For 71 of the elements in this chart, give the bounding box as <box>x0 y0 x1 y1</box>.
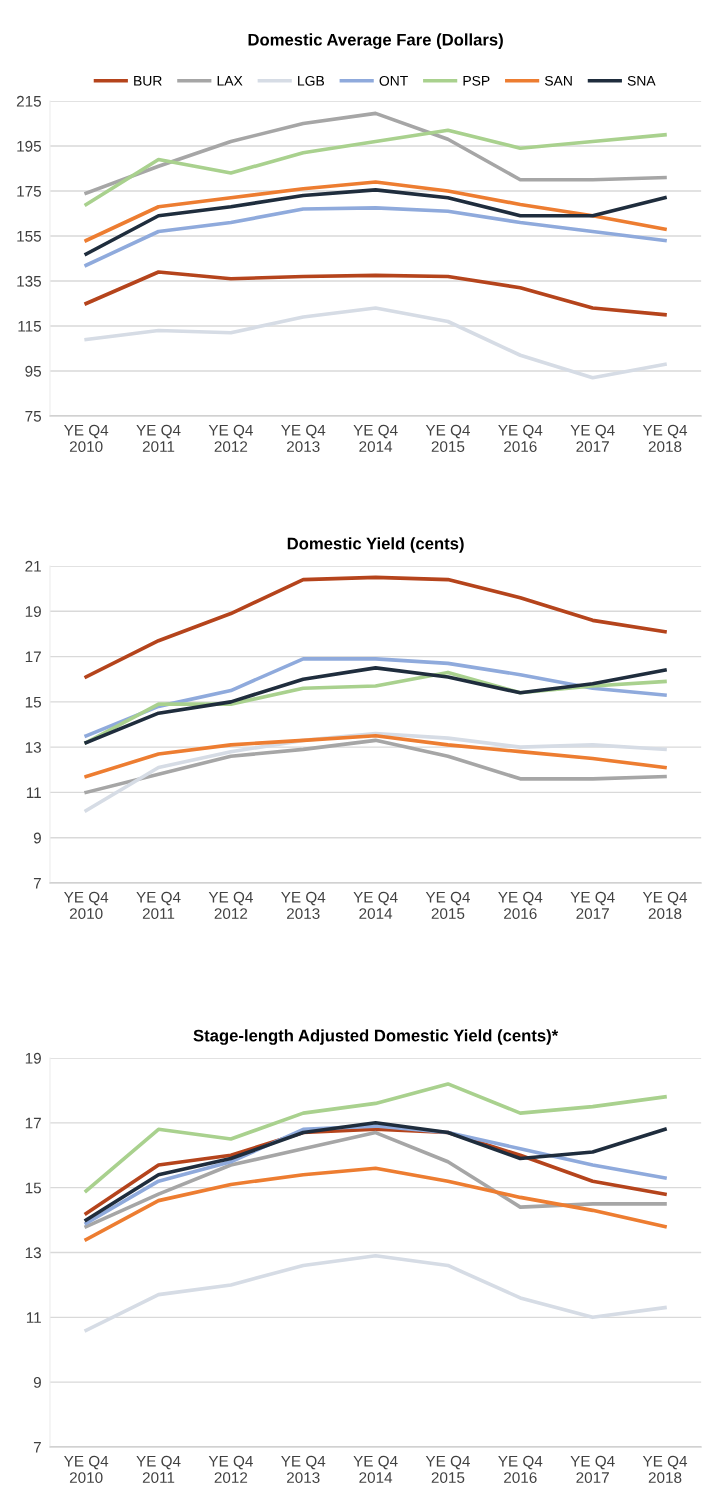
x-tick-label: YE Q4 2017 <box>570 424 615 453</box>
x-tick-label: YE Q4 2013 <box>281 424 326 453</box>
x-tick-label: YE Q4 2011 <box>136 891 181 920</box>
chart-title: Domestic Yield (cents) <box>287 537 464 553</box>
y-tick-label: 175 <box>17 186 42 197</box>
y-tick-label: 17 <box>25 651 41 663</box>
line-series <box>84 1166 667 1242</box>
y-tick-label: 21 <box>25 560 41 572</box>
legend-label: SAN <box>544 75 572 86</box>
x-tick-label: YE Q4 2014 <box>353 424 398 453</box>
line-series <box>84 734 667 779</box>
x-tick-label: YE Q4 2014 <box>353 1455 398 1484</box>
line-series <box>84 1082 667 1193</box>
y-tick-label: 9 <box>33 832 41 844</box>
line-series <box>84 128 667 207</box>
x-tick-label: YE Q4 2012 <box>208 424 253 453</box>
y-tick-label: 11 <box>26 787 41 798</box>
x-tick-label: YE Q4 2010 <box>64 1455 109 1484</box>
y-tick-label: 155 <box>17 231 42 242</box>
legend-label: LAX <box>217 76 243 86</box>
line-series <box>84 111 667 196</box>
x-tick-label: YE Q4 2011 <box>136 1455 181 1484</box>
x-tick-label: YE Q4 2017 <box>570 891 615 920</box>
y-tick-label: 215 <box>16 95 42 107</box>
y-tick-label: 95 <box>25 365 42 377</box>
y-tick-label: 7 <box>33 878 41 889</box>
x-tick-label: YE Q4 2015 <box>425 424 470 453</box>
chart-title: Domestic Average Fare (Dollars) <box>248 33 503 49</box>
x-tick-label: YE Q4 2010 <box>64 891 109 920</box>
legend-label: SNA <box>627 75 656 86</box>
y-tick-label: 19 <box>25 606 41 617</box>
x-tick-label: YE Q4 2013 <box>281 1455 326 1484</box>
y-tick-label: 11 <box>26 1312 41 1323</box>
y-tick-label: 9 <box>33 1377 41 1388</box>
x-tick-label: YE Q4 2013 <box>281 891 326 920</box>
x-tick-label: YE Q4 2014 <box>353 891 398 920</box>
x-tick-label: YE Q4 2010 <box>64 424 109 453</box>
x-tick-label: YE Q4 2018 <box>642 1455 688 1484</box>
chart-title: Stage-length Adjusted Domestic Yield (cents)* <box>193 1029 559 1045</box>
x-tick-label: YE Q4 2011 <box>136 424 181 453</box>
x-tick-label: YE Q4 2016 <box>498 1455 543 1484</box>
x-tick-label: YE Q4 2017 <box>570 1455 615 1484</box>
line-series <box>84 206 667 268</box>
y-tick-label: 115 <box>18 321 42 332</box>
y-tick-label: 7 <box>33 1442 41 1453</box>
x-tick-label: YE Q4 2018 <box>642 424 688 453</box>
x-tick-label: YE Q4 2018 <box>642 891 688 920</box>
y-tick-label: 75 <box>25 411 42 422</box>
y-tick-label: 135 <box>17 275 42 287</box>
y-tick-label: 17 <box>25 1117 41 1129</box>
x-tick-label: YE Q4 2012 <box>208 891 253 920</box>
legend-label: ONT <box>379 75 408 86</box>
legend-label: BUR <box>134 76 162 86</box>
x-tick-label: YE Q4 2016 <box>498 424 543 453</box>
legend-label: LGB <box>298 75 325 86</box>
legend-label: PSP <box>463 75 490 86</box>
y-tick-label: 15 <box>25 1182 42 1194</box>
line-series <box>84 188 667 256</box>
x-tick-label: YE Q4 2015 <box>425 1455 470 1484</box>
x-tick-label: YE Q4 2012 <box>208 1455 253 1484</box>
line-series <box>84 738 667 795</box>
y-tick-label: 195 <box>17 140 42 152</box>
x-tick-label: YE Q4 2016 <box>498 891 543 920</box>
y-tick-label: 13 <box>25 1247 41 1259</box>
y-tick-label: 13 <box>25 742 41 753</box>
line-series <box>84 180 667 243</box>
y-tick-label: 19 <box>25 1052 41 1064</box>
line-series <box>84 575 667 679</box>
y-tick-label: 15 <box>25 696 42 708</box>
x-tick-label: YE Q4 2015 <box>425 891 470 920</box>
line-series <box>84 270 667 317</box>
